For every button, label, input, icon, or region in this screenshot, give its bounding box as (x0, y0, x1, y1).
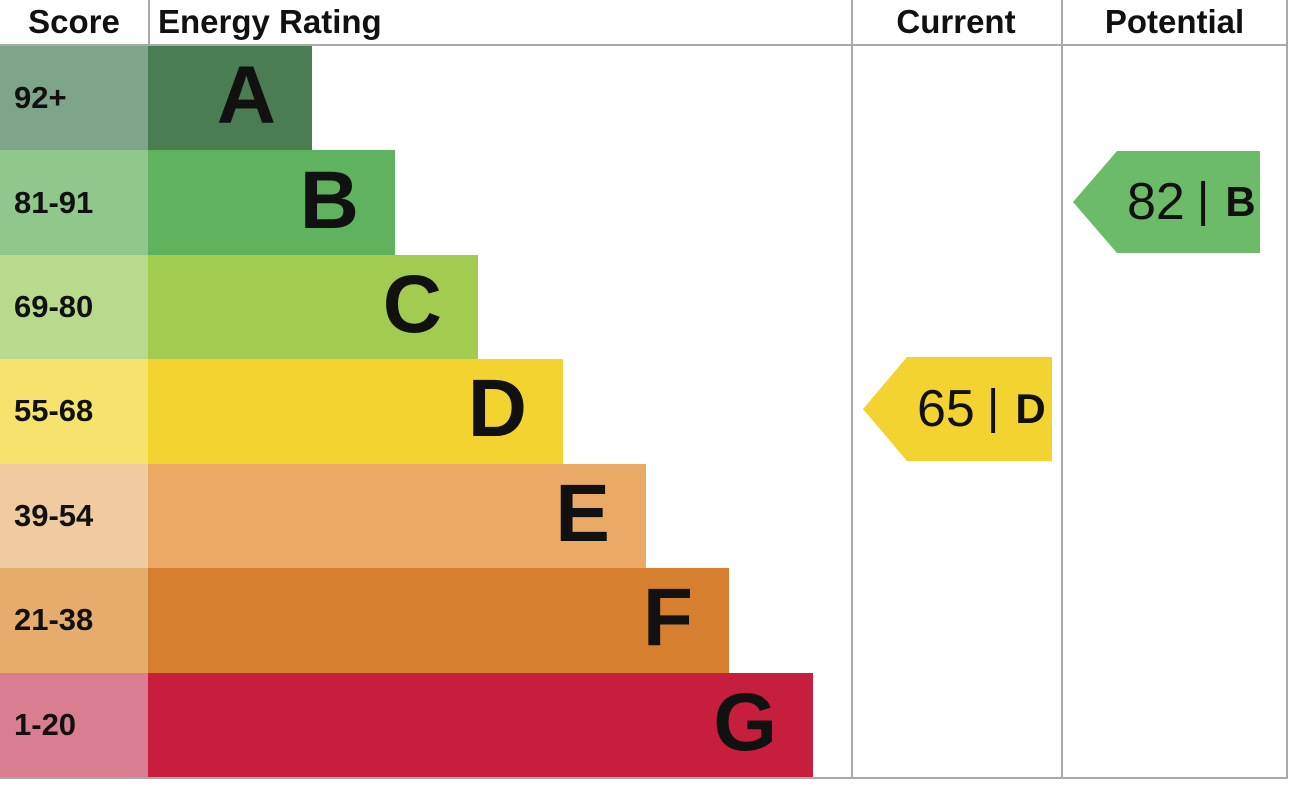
chart-header: Score Energy Rating Current Potential (0, 0, 1288, 44)
band-score-range-e: 39-54 (0, 463, 148, 569)
chart-bottom-line (0, 777, 1288, 779)
band-row-c: 69-80 C (0, 254, 1288, 360)
right-border-line (1286, 0, 1288, 779)
band-score-range-d: 55-68 (0, 359, 148, 464)
current-rating-value: 65 (917, 380, 975, 438)
header-score: Score (28, 3, 120, 40)
band-letter-e: E (555, 467, 610, 559)
rating-bands: 92+ A 81-91 B 69-80 C 55-68 D 39-54 (0, 46, 1288, 777)
band-row-f: 21-38 F (0, 568, 1288, 673)
potential-rating-arrow: 82 | B (1073, 151, 1260, 253)
band-row-g: 1-20 G (0, 672, 1288, 777)
band-score-range-b: 81-91 (0, 150, 148, 255)
current-column-divider (851, 0, 853, 779)
band-row-d: 55-68 D (0, 359, 1288, 464)
band-letter-d: D (467, 363, 527, 455)
potential-column-divider (1061, 0, 1063, 779)
band-score-range-g: 1-20 (0, 672, 148, 777)
band-letter-g: G (713, 676, 777, 768)
band-row-e: 39-54 E (0, 463, 1288, 569)
header-current: Current (896, 3, 1016, 40)
band-score-range-a: 92+ (0, 46, 148, 151)
band-bar-b: B (148, 150, 395, 255)
band-letter-c: C (382, 259, 442, 351)
potential-rating-separator: | (1196, 174, 1210, 227)
band-row-b: 81-91 B (0, 150, 1288, 255)
band-row-a: 92+ A (0, 46, 1288, 151)
band-bar-e: E (148, 463, 646, 569)
current-rating-separator: | (986, 381, 1000, 434)
score-column-divider (148, 0, 150, 44)
header-energy-rating: Energy Rating (158, 3, 382, 40)
potential-rating-value: 82 (1127, 173, 1185, 231)
band-bar-f: F (148, 568, 729, 673)
current-rating-letter: D (1015, 385, 1046, 432)
potential-rating-letter: B (1225, 178, 1256, 225)
band-bar-g: G (148, 672, 813, 777)
band-letter-f: F (642, 572, 693, 664)
band-letter-b: B (299, 154, 359, 246)
header-potential: Potential (1104, 3, 1245, 40)
current-rating-arrow: 65 | D (863, 357, 1052, 461)
band-bar-a: A (148, 46, 312, 151)
header-underline (0, 44, 1288, 46)
band-score-range-f: 21-38 (0, 568, 148, 673)
band-letter-a: A (216, 50, 276, 142)
band-bar-d: D (148, 359, 563, 464)
band-bar-c: C (148, 254, 478, 360)
band-score-range-c: 69-80 (0, 254, 148, 360)
